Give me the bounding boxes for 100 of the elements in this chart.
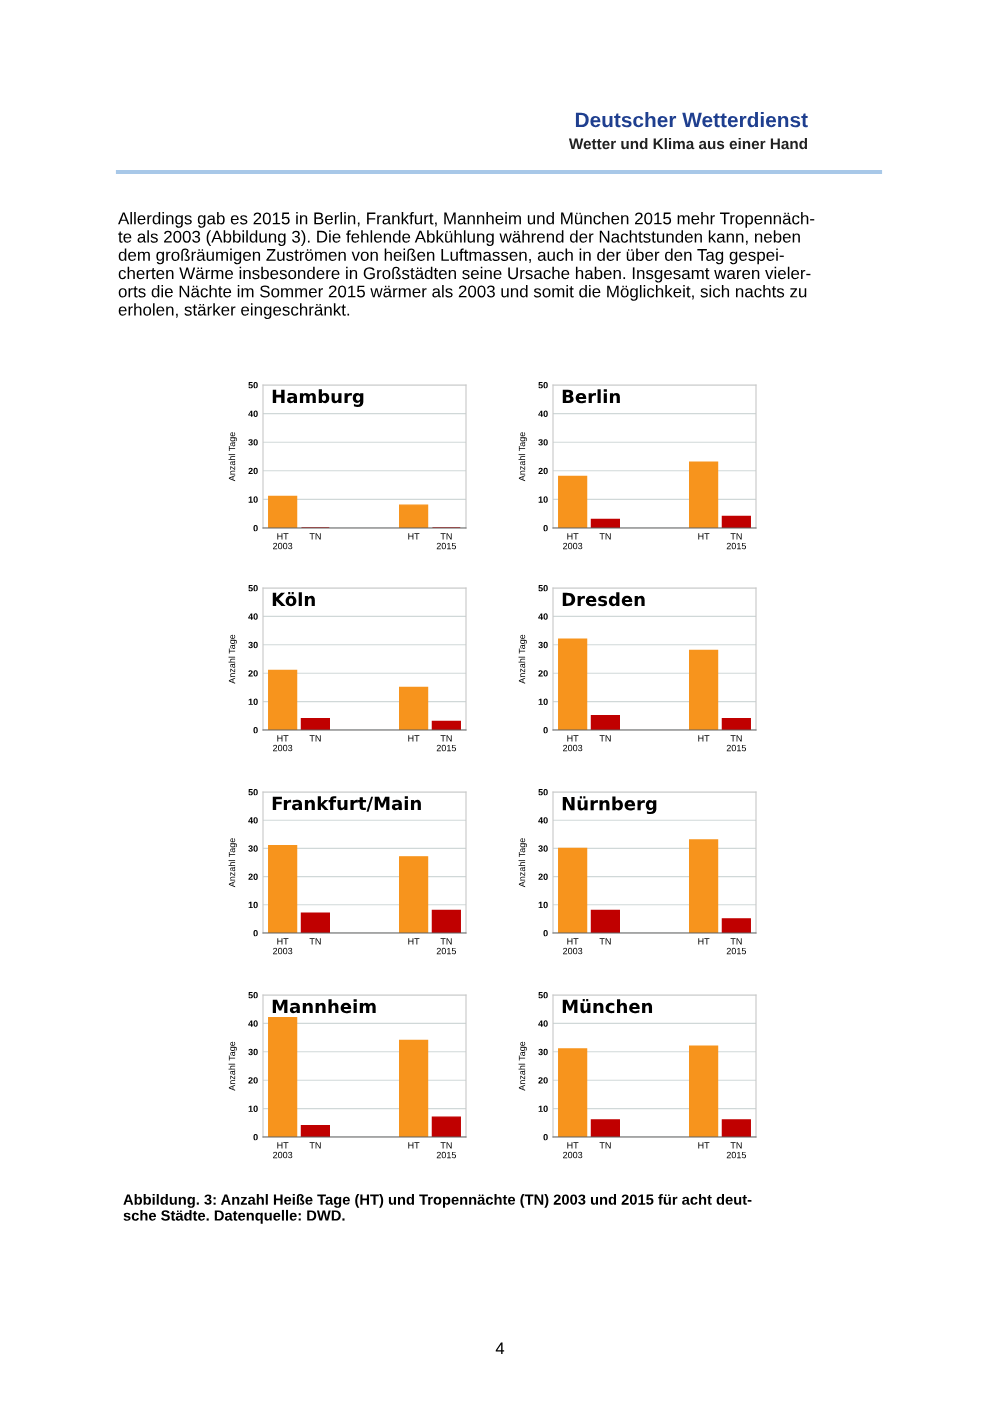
x-tick-label: TN 2015 <box>726 1142 747 1159</box>
y-tick-label: 50 <box>538 584 548 592</box>
x-tick-label: TN <box>309 938 321 945</box>
x-tick-label: HT 2003 <box>563 735 583 752</box>
x-tick-label: HT <box>698 735 710 742</box>
x-tick-label: HT 2003 <box>563 938 583 955</box>
x-tick-label: HT 2003 <box>273 533 293 550</box>
y-tick-label: 10 <box>248 1105 258 1112</box>
x-tick-label: TN <box>599 938 611 945</box>
x-tick-label: TN 2015 <box>436 938 457 955</box>
x-tick-label: TN 2015 <box>726 735 747 752</box>
y-tick-label: 0 <box>543 726 548 734</box>
y-tick-label: 10 <box>248 496 258 503</box>
x-tick-label: TN 2015 <box>436 533 457 550</box>
y-tick-label: 10 <box>248 698 258 705</box>
x-tick-label: TN <box>309 533 321 540</box>
y-tick-label: 50 <box>538 381 548 389</box>
y-tick-label: 30 <box>538 845 548 852</box>
y-tick-label: 40 <box>248 410 258 417</box>
x-tick-label: HT <box>408 1142 420 1149</box>
y-tick-label: 0 <box>253 524 258 532</box>
y-tick-label: 50 <box>538 991 548 999</box>
x-tick-label: HT <box>698 533 710 540</box>
x-tick-label: TN <box>309 1142 321 1149</box>
x-tick-label: HT <box>698 1142 710 1149</box>
y-tick-label: 20 <box>538 873 548 880</box>
chart-title: München <box>562 999 653 1014</box>
y-axis-title: Anzahl Tage <box>228 432 237 482</box>
y-tick-label: 30 <box>248 641 258 649</box>
x-tick-label: HT <box>698 938 710 945</box>
x-tick-label: TN 2015 <box>726 533 747 550</box>
y-tick-label: 20 <box>538 1077 548 1084</box>
text: Abbildung. 3: Anzahl Heiße Tage (HT) und Tropennächte (TN) 2003 und 2015 für acht deut- sche Städte. Datenquelle: DWD. <box>123 1194 752 1224</box>
x-tick-label: HT 2003 <box>563 533 583 550</box>
y-tick-label: 50 <box>248 584 258 592</box>
y-tick-label: 20 <box>538 467 548 475</box>
y-tick-label: 20 <box>538 670 548 677</box>
chart-title: Frankfurt/Main <box>272 796 421 812</box>
y-tick-label: 20 <box>248 467 258 475</box>
y-axis-title: Anzahl Tage <box>228 634 237 684</box>
y-tick-label: 0 <box>543 1133 548 1141</box>
y-tick-label: 20 <box>248 670 258 677</box>
x-tick-label: TN <box>599 735 611 742</box>
x-tick-label: TN 2015 <box>436 1142 457 1159</box>
x-tick-label: HT 2003 <box>563 1142 583 1159</box>
x-tick-label: TN <box>599 1142 611 1149</box>
text: Wetter und Klima aus einer Hand <box>568 138 808 150</box>
y-tick-label: 40 <box>538 817 548 824</box>
y-tick-label: 40 <box>538 410 548 417</box>
chart-title: Hamburg <box>272 389 364 407</box>
y-tick-label: 10 <box>538 901 548 909</box>
y-tick-label: 50 <box>538 788 548 796</box>
y-tick-label: 30 <box>248 1048 258 1056</box>
x-tick-label: HT <box>408 938 420 945</box>
x-tick-label: TN 2015 <box>436 735 457 752</box>
y-tick-label: 40 <box>538 1020 548 1027</box>
y-tick-label: 30 <box>538 641 548 649</box>
chart-title: Dresden <box>562 592 645 607</box>
y-axis-title: Anzahl Tage <box>518 432 527 482</box>
y-tick-label: 40 <box>248 1020 258 1027</box>
y-axis-title: Anzahl Tage <box>518 1041 527 1091</box>
y-tick-label: 10 <box>538 496 548 503</box>
y-tick-label: 40 <box>248 613 258 620</box>
y-axis-title: Anzahl Tage <box>228 1041 237 1091</box>
x-tick-label: HT <box>408 533 420 540</box>
y-tick-label: 30 <box>248 439 258 446</box>
x-tick-label: TN <box>309 735 321 742</box>
y-axis-title: Anzahl Tage <box>228 838 237 888</box>
chart-title: Berlin <box>562 389 620 404</box>
x-tick-label: HT 2003 <box>273 1142 293 1159</box>
x-tick-label: TN 2015 <box>726 938 747 955</box>
y-tick-label: 0 <box>543 524 548 532</box>
y-axis-title: Anzahl Tage <box>518 838 527 888</box>
chart-title: Nürnberg <box>562 796 657 815</box>
text: 4 <box>495 1342 505 1355</box>
y-axis-title: Anzahl Tage <box>518 634 527 684</box>
chart-title: Köln <box>272 592 315 607</box>
y-tick-label: 0 <box>253 726 258 734</box>
x-tick-label: HT <box>408 735 420 742</box>
y-tick-label: 10 <box>538 1105 548 1112</box>
y-tick-label: 40 <box>248 817 258 824</box>
chart-title: Mannheim <box>272 999 376 1014</box>
text: Deutscher Wetterdienst <box>575 112 808 128</box>
x-tick-label: HT 2003 <box>273 735 293 752</box>
y-tick-label: 10 <box>538 698 548 705</box>
y-tick-label: 30 <box>248 845 258 852</box>
x-tick-label: TN <box>599 533 611 540</box>
y-tick-label: 30 <box>538 1048 548 1056</box>
y-tick-label: 50 <box>248 381 258 389</box>
y-tick-label: 0 <box>253 1133 258 1141</box>
text: Allerdings gab es 2015 in Berlin, Frankfurt, Mannheim und München 2015 mehr Tropennäch- te als 2003 (Abbildung 3). Die fehlende Abkühlung während der Nachtstunden kann, neben dem großräumigen Zuströmen von heißen Luftmassen, auch in der über den Tag gespei- cherten Wärme insbesondere in Großstädten seine Ursache haben. Insgesamt waren vieler- orts die Nächte im Sommer 2015 wärmer als 2003 und somit die Möglichkeit, sich nachts zu erholen, stärker eingeschränkt. <box>118 212 815 320</box>
y-tick-label: 30 <box>538 439 548 446</box>
y-tick-label: 10 <box>248 901 258 909</box>
y-tick-label: 20 <box>248 873 258 880</box>
y-tick-label: 50 <box>248 991 258 999</box>
y-tick-label: 0 <box>253 929 258 937</box>
y-tick-label: 40 <box>538 613 548 620</box>
y-tick-label: 0 <box>543 929 548 937</box>
y-tick-label: 20 <box>248 1077 258 1084</box>
x-tick-label: HT 2003 <box>273 938 293 955</box>
